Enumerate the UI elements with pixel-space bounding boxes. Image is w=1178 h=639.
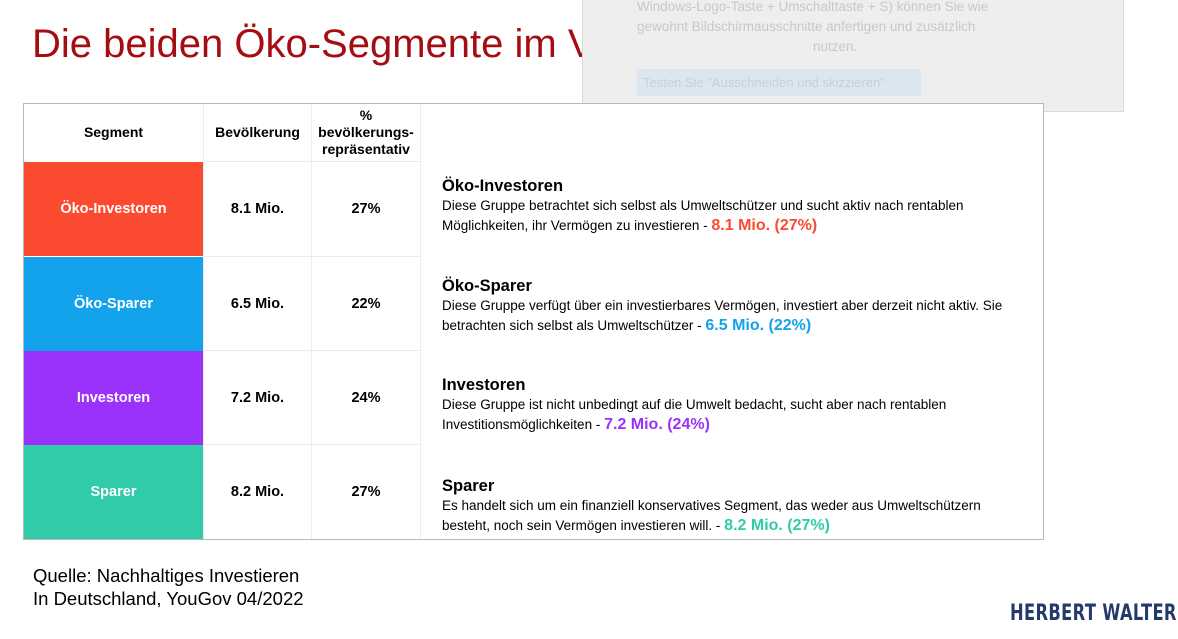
table-row: Investoren 7.2 Mio. 24%: [24, 351, 420, 445]
segment-description: Öko-Sparer Diese Gruppe verfügt über ein…: [442, 276, 1042, 336]
description-title: Sparer: [442, 477, 495, 495]
notification-line-2: gewohnt Bildschirmausschnitte anfertigen…: [637, 19, 976, 34]
segment-cell-oeko-investoren: Öko-Investoren: [24, 162, 203, 256]
description-text-2: Möglichkeiten, ihr Vermögen zu investier…: [442, 216, 1042, 236]
column-divider: [203, 104, 204, 539]
description-text-2: betrachten sich selbst als Umweltschütze…: [442, 316, 1042, 336]
description-title: Investoren: [442, 376, 526, 394]
segment-description: Sparer Es handelt sich um ein finanziell…: [442, 476, 1042, 536]
table-row: Öko-Investoren 8.1 Mio. 27%: [24, 162, 420, 256]
percent-cell: 22%: [351, 296, 381, 312]
segment-description: Öko-Investoren Diese Gruppe betrachtet s…: [442, 176, 1042, 236]
population-cell: 8.1 Mio.: [230, 201, 285, 217]
segment-table: Segment Bevölkerung % bevölkerungs- repr…: [23, 103, 1044, 540]
description-text-2-body: Investitionsmöglichkeiten -: [442, 417, 601, 432]
notification-line-3: nutzen.: [813, 39, 858, 54]
segment-cell-sparer: Sparer: [24, 445, 203, 539]
description-text-2-body: betrachten sich selbst als Umweltschütze…: [442, 318, 702, 333]
description-text-2: besteht, noch sein Vermögen investieren …: [442, 516, 1042, 536]
population-cell: 7.2 Mio.: [230, 390, 285, 406]
description-text-2-body: Möglichkeiten, ihr Vermögen zu investier…: [442, 218, 708, 233]
source-line-1: Quelle: Nachhaltiges Investieren: [33, 565, 300, 586]
row-divider: [204, 256, 420, 257]
header-population: Bevölkerung: [215, 124, 300, 140]
notification-line-1: Windows-Logo-Taste + Umschalttaste + S) …: [637, 0, 989, 14]
notification-text: Windows-Logo-Taste + Umschalttaste + S) …: [637, 0, 1057, 57]
population-cell: 8.2 Mio.: [230, 484, 285, 500]
table-row: Sparer 8.2 Mio. 27%: [24, 445, 420, 539]
description-title: Öko-Investoren: [442, 177, 564, 195]
header-percent-line-3: repräsentativ: [322, 141, 410, 157]
header-percent-line-2: bevölkerungs-: [318, 124, 414, 140]
percent-cell: 27%: [351, 201, 381, 217]
try-snip-sketch-button[interactable]: Testen Sie "Ausschneiden und skizzieren": [637, 69, 921, 96]
column-divider: [311, 104, 312, 539]
column-divider: [420, 104, 421, 539]
source-note: Quelle: Nachhaltiges Investieren In Deut…: [33, 564, 304, 610]
description-highlight: 6.5 Mio. (22%): [705, 317, 812, 334]
source-line-2: In Deutschland, YouGov 04/2022: [33, 588, 304, 609]
description-title: Öko-Sparer: [442, 277, 532, 295]
description-highlight: 7.2 Mio. (24%): [604, 416, 710, 433]
description-text-2-body: besteht, noch sein Vermögen investieren …: [442, 518, 721, 533]
header-segment: Segment: [83, 124, 144, 140]
description-highlight: 8.1 Mio. (27%): [711, 217, 818, 234]
description-text-1: Es handelt sich um ein finanziell konser…: [442, 498, 981, 513]
segment-description: Investoren Diese Gruppe ist nicht unbedi…: [442, 375, 1042, 435]
percent-cell: 27%: [351, 484, 381, 500]
population-cell: 6.5 Mio.: [230, 296, 285, 312]
table-row: Öko-Sparer 6.5 Mio. 22%: [24, 257, 420, 351]
description-text-2: Investitionsmöglichkeiten - 7.2 Mio. (24…: [442, 415, 1042, 435]
segment-cell-oeko-sparer: Öko-Sparer: [24, 257, 203, 351]
percent-cell: 24%: [351, 390, 381, 406]
header-percent-line-1: %: [359, 107, 373, 123]
segment-cell-investoren: Investoren: [24, 351, 203, 445]
herbert-walter-logo: HERBERT WALTER: [1010, 601, 1177, 626]
description-text-1: Diese Gruppe ist nicht unbedingt auf die…: [442, 397, 947, 412]
description-text-1: Diese Gruppe verfügt über ein investierb…: [442, 298, 1003, 313]
description-text-1: Diese Gruppe betrachtet sich selbst als …: [442, 198, 964, 213]
snipping-tool-notification: Windows-Logo-Taste + Umschalttaste + S) …: [582, 0, 1124, 112]
row-divider: [204, 161, 420, 162]
row-divider: [204, 444, 420, 445]
description-highlight: 8.2 Mio. (27%): [724, 517, 830, 534]
row-divider: [204, 350, 420, 351]
header-percent: % bevölkerungs- repräsentativ: [312, 104, 420, 161]
